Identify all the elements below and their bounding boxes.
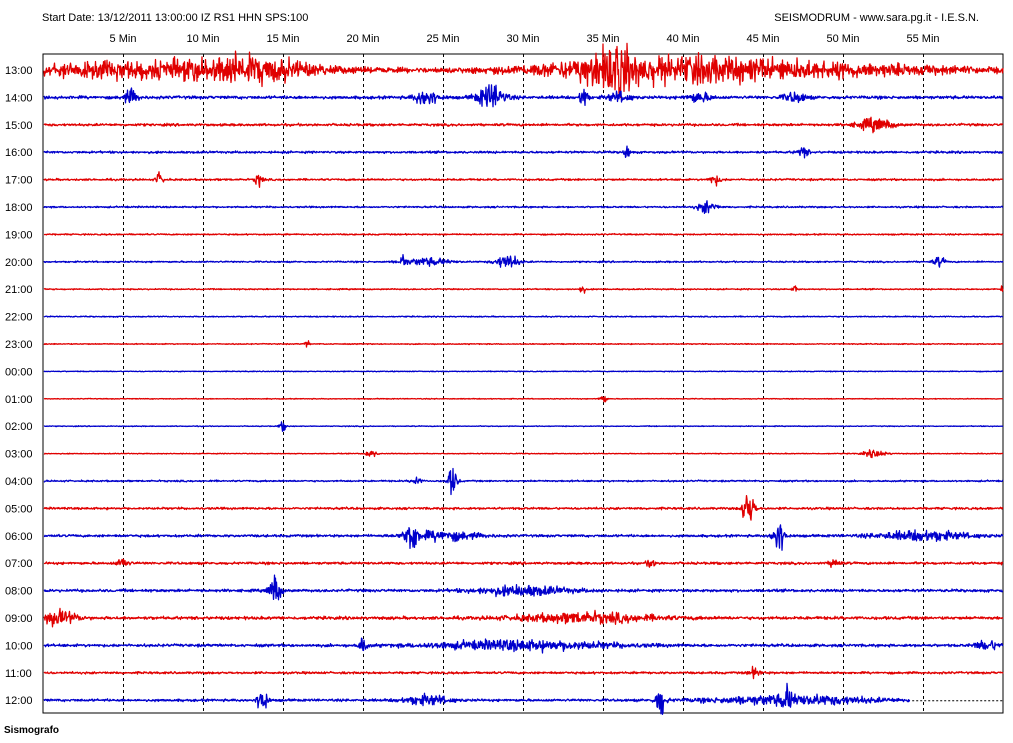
footer-label: Sismografo <box>4 725 60 736</box>
trace-1300 <box>43 42 1004 99</box>
trace-2200 <box>43 315 1004 318</box>
trace-1800 <box>43 200 1004 215</box>
row-label: 02:00 <box>5 421 33 433</box>
trace-0800 <box>43 574 1004 601</box>
trace-0600 <box>43 524 1004 551</box>
trace-2300 <box>43 340 1004 348</box>
row-label: 16:00 <box>5 147 33 159</box>
row-label: 05:00 <box>5 503 33 515</box>
header-start-date: Start Date: 13/12/2011 13:00:00 IZ RS1 H… <box>42 12 309 24</box>
row-label: 19:00 <box>5 229 33 241</box>
row-label: 10:00 <box>5 640 33 652</box>
row-label: 22:00 <box>5 312 33 324</box>
x-tick-label: 35 Min <box>586 33 619 45</box>
trace-1400 <box>43 84 1004 108</box>
trace-0400 <box>43 467 1004 496</box>
x-tick-label: 30 Min <box>506 33 539 45</box>
x-tick-label: 50 Min <box>826 33 859 45</box>
trace-1200 <box>43 682 911 715</box>
row-label: 15:00 <box>5 120 33 132</box>
trace-1500 <box>43 116 1004 134</box>
trace-0000 <box>43 370 1004 373</box>
trace-1600 <box>43 145 1004 159</box>
row-label: 20:00 <box>5 257 33 269</box>
x-tick-label: 10 Min <box>186 33 219 45</box>
row-label: 14:00 <box>5 92 33 104</box>
x-tick-label: 40 Min <box>666 33 699 45</box>
row-label: 13:00 <box>5 65 33 77</box>
row-label: 17:00 <box>5 175 33 187</box>
row-label: 06:00 <box>5 531 33 543</box>
row-label: 01:00 <box>5 394 33 406</box>
row-label: 08:00 <box>5 586 33 598</box>
row-label: 21:00 <box>5 284 33 296</box>
trace-2000 <box>43 254 1004 268</box>
row-label: 00:00 <box>5 366 33 378</box>
x-tick-label: 5 Min <box>110 33 137 45</box>
seismogram-chart: 5 Min 10 Min 15 Min 20 Min 25 Min 30 Min 35 Mi… <box>5 33 1004 715</box>
x-tick-label: 55 Min <box>906 33 939 45</box>
x-tick-label: 20 Min <box>346 33 379 45</box>
row-label: 18:00 <box>5 202 33 214</box>
trace-1900 <box>43 232 1004 236</box>
row-label: 11:00 <box>5 668 32 680</box>
header-source: SEISMODRUM - www.sara.pg.it - I.E.S.N. <box>774 12 979 24</box>
trace-0500 <box>43 494 1004 521</box>
trace-1700 <box>43 171 1004 188</box>
row-label: 09:00 <box>5 613 33 625</box>
row-label: 12:00 <box>5 695 33 707</box>
trace-0700 <box>43 558 1004 569</box>
trace-0100 <box>43 396 1004 403</box>
x-tick-label: 25 Min <box>426 33 459 45</box>
row-label: 04:00 <box>5 476 33 488</box>
trace-0200 <box>43 421 1004 432</box>
trace-1000 <box>43 637 1004 654</box>
trace-0900 <box>43 607 1004 628</box>
x-tick-label: 15 Min <box>266 33 299 45</box>
row-label: 23:00 <box>5 339 33 351</box>
x-tick-label: 45 Min <box>746 33 779 45</box>
trace-0300 <box>43 449 1004 459</box>
row-label: 07:00 <box>5 558 33 570</box>
row-label: 03:00 <box>5 449 33 461</box>
trace-2100 <box>43 285 1004 294</box>
trace-1100 <box>43 665 1004 680</box>
